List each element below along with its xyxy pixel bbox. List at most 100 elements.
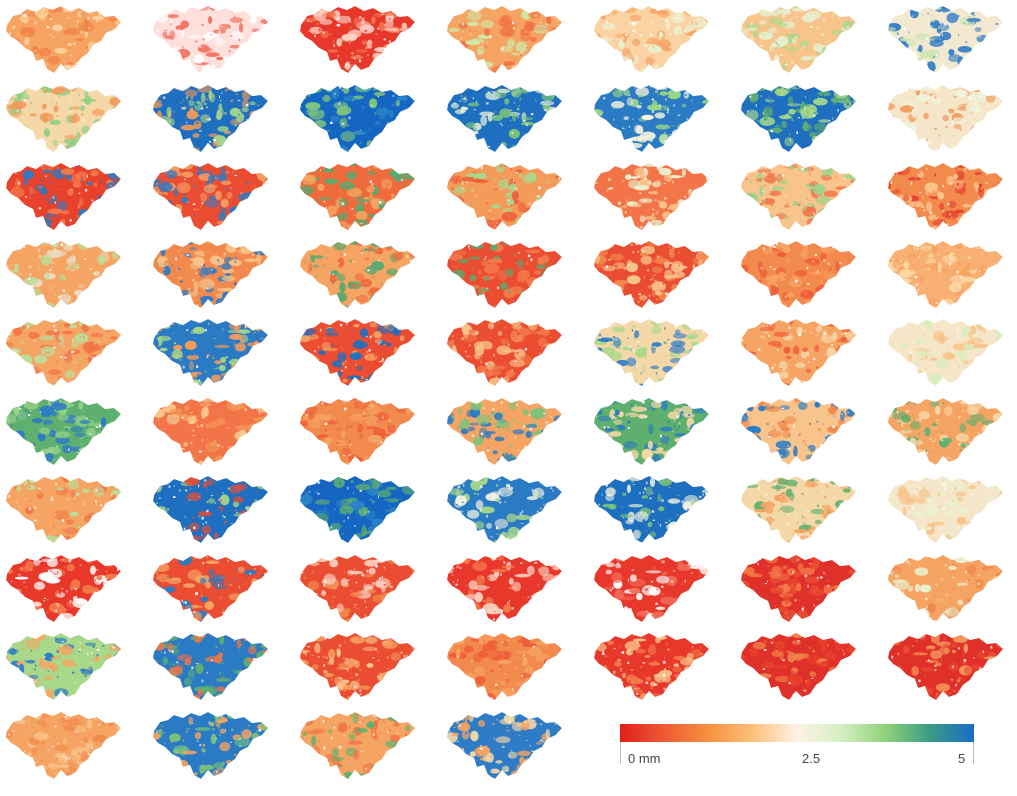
map-panel — [150, 709, 274, 785]
map-panel — [297, 630, 421, 706]
map-panel — [885, 82, 1009, 158]
basin-map — [153, 6, 268, 73]
basin-map — [447, 6, 562, 73]
map-panel — [150, 630, 274, 706]
basin-map — [447, 633, 562, 700]
basin-map — [153, 163, 268, 230]
basin-map — [300, 85, 415, 152]
map-panel — [297, 395, 421, 471]
map-panel — [3, 82, 127, 158]
basin-map — [153, 633, 268, 700]
map-panel — [3, 3, 127, 79]
map-panel — [3, 630, 127, 706]
basin-map — [594, 163, 709, 230]
map-panel — [150, 395, 274, 471]
basin-map — [300, 398, 415, 465]
basin-map — [153, 712, 268, 779]
map-panel — [885, 552, 1009, 628]
legend-color-bar — [620, 724, 974, 742]
map-panel — [591, 316, 715, 392]
map-panel — [3, 238, 127, 314]
basin-map — [741, 398, 856, 465]
map-panel — [444, 238, 568, 314]
map-panel — [444, 316, 568, 392]
map-panel — [3, 316, 127, 392]
basin-map — [741, 163, 856, 230]
map-panel — [150, 473, 274, 549]
basin-map — [888, 85, 1003, 152]
basin-map — [153, 398, 268, 465]
map-panel — [885, 630, 1009, 706]
legend-tick-min — [620, 742, 621, 764]
map-panel — [591, 395, 715, 471]
map-panel — [885, 316, 1009, 392]
map-panel — [591, 3, 715, 79]
map-panel — [297, 238, 421, 314]
map-panel — [885, 395, 1009, 471]
basin-map — [6, 476, 121, 543]
basin-map — [594, 319, 709, 386]
basin-map — [741, 476, 856, 543]
map-panel — [297, 82, 421, 158]
basin-map — [300, 6, 415, 73]
basin-map — [153, 319, 268, 386]
basin-map — [6, 319, 121, 386]
legend-label-mid: 2.5 — [802, 751, 821, 766]
map-panel — [738, 395, 862, 471]
map-panel — [444, 552, 568, 628]
basin-map — [594, 85, 709, 152]
map-panel — [738, 552, 862, 628]
basin-map — [888, 398, 1003, 465]
basin-map — [594, 633, 709, 700]
map-panel — [591, 82, 715, 158]
map-panel — [591, 160, 715, 236]
map-panel — [444, 82, 568, 158]
basin-map — [153, 241, 268, 308]
map-panel — [738, 316, 862, 392]
basin-map — [741, 6, 856, 73]
basin-map — [741, 85, 856, 152]
map-panel — [297, 709, 421, 785]
basin-map — [741, 633, 856, 700]
basin-map — [741, 555, 856, 622]
legend-tick-max — [973, 742, 974, 764]
map-panel — [444, 630, 568, 706]
map-panel — [591, 238, 715, 314]
basin-map — [300, 241, 415, 308]
map-panel — [591, 473, 715, 549]
map-panel — [885, 3, 1009, 79]
basin-map — [447, 319, 562, 386]
map-panel — [738, 473, 862, 549]
basin-map — [888, 555, 1003, 622]
map-panel — [297, 473, 421, 549]
map-panel — [150, 160, 274, 236]
basin-map — [6, 241, 121, 308]
basin-map — [6, 163, 121, 230]
basin-map — [153, 476, 268, 543]
basin-map — [6, 633, 121, 700]
map-panel — [3, 395, 127, 471]
map-panel — [150, 238, 274, 314]
map-panel — [150, 3, 274, 79]
map-panel — [444, 3, 568, 79]
basin-map — [447, 398, 562, 465]
map-panel — [885, 160, 1009, 236]
map-panel — [444, 160, 568, 236]
map-panel — [297, 160, 421, 236]
basin-map — [300, 476, 415, 543]
basin-map — [6, 555, 121, 622]
basin-map — [300, 319, 415, 386]
basin-map — [594, 476, 709, 543]
basin-map — [888, 241, 1003, 308]
legend-label-min: 0 mm — [628, 751, 661, 766]
basin-map — [888, 6, 1003, 73]
basin-map — [447, 85, 562, 152]
basin-map — [300, 633, 415, 700]
map-panel — [885, 238, 1009, 314]
basin-map — [594, 6, 709, 73]
map-panel — [738, 82, 862, 158]
basin-map — [300, 163, 415, 230]
map-panel — [738, 160, 862, 236]
map-panel — [150, 316, 274, 392]
basin-map — [594, 398, 709, 465]
